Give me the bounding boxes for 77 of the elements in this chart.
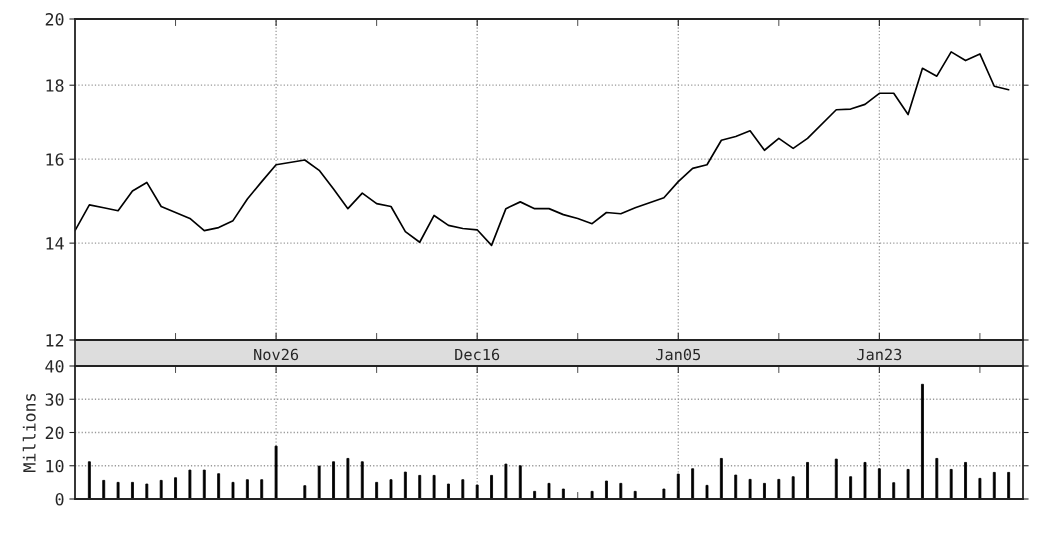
bar — [504, 463, 508, 499]
y-tick-label: 16 — [46, 153, 64, 166]
x-tick-label: Dec16 — [455, 348, 500, 361]
bar — [518, 465, 522, 499]
bar — [763, 482, 766, 499]
bar — [1007, 471, 1011, 499]
bar — [964, 462, 967, 499]
bar — [719, 458, 723, 499]
bar — [116, 481, 120, 499]
y-tick-label: 20 — [45, 13, 64, 26]
bar — [547, 482, 551, 499]
y-tick-label: 14 — [46, 237, 64, 250]
bar — [447, 483, 450, 499]
bar — [475, 484, 479, 499]
bar — [691, 468, 695, 499]
bar — [605, 480, 608, 499]
bar — [863, 462, 867, 499]
bar — [145, 483, 149, 499]
bar — [418, 474, 422, 499]
bar — [389, 479, 393, 499]
x-tick-label: Jan05 — [656, 348, 701, 361]
bar — [432, 474, 436, 499]
y-axis-title: Millions — [22, 394, 36, 472]
bar — [949, 468, 953, 499]
bar — [849, 476, 853, 499]
bar — [533, 490, 537, 499]
bar — [561, 488, 565, 499]
bar — [231, 481, 235, 499]
bar — [892, 482, 896, 499]
line-series — [75, 51, 1010, 247]
bar — [375, 481, 379, 499]
bar — [978, 477, 982, 499]
bar — [806, 462, 809, 499]
y-tick-label: 12 — [46, 334, 64, 347]
bar — [217, 473, 221, 499]
bar — [202, 469, 206, 499]
bar — [461, 479, 465, 499]
bar — [935, 458, 939, 499]
bar — [590, 490, 594, 499]
bar — [245, 479, 249, 499]
bar — [777, 478, 781, 499]
bar — [791, 476, 795, 499]
bar — [360, 461, 364, 499]
bar — [490, 474, 493, 499]
bar — [748, 478, 752, 499]
y-tick-label: 20 — [45, 426, 64, 440]
bar — [274, 445, 278, 499]
bar — [317, 465, 321, 499]
bar — [734, 474, 738, 499]
bar — [834, 458, 838, 499]
x-tick-label: Jan23 — [857, 348, 902, 361]
bar — [102, 479, 106, 499]
bar — [174, 477, 177, 499]
bar — [877, 468, 881, 499]
y-tick-label: 18 — [46, 79, 64, 92]
bar — [87, 461, 91, 499]
bar — [921, 383, 924, 499]
bar — [303, 485, 307, 499]
bar — [906, 468, 910, 499]
bar — [619, 482, 623, 499]
y-tick-label: 40 — [45, 360, 64, 373]
bar — [992, 471, 996, 499]
bar — [633, 490, 637, 499]
bar — [159, 479, 163, 499]
y-tick-label: 30 — [45, 393, 64, 406]
bar — [403, 471, 407, 499]
bar — [705, 484, 709, 499]
bar — [676, 473, 680, 499]
bar — [662, 488, 666, 499]
bar — [131, 481, 134, 499]
bar — [260, 479, 264, 499]
bar — [188, 469, 192, 499]
x-tick-label: Nov26 — [254, 348, 299, 361]
bar — [346, 458, 350, 499]
y-tick-label: 0 — [55, 493, 64, 506]
y-tick-label: 10 — [46, 459, 64, 473]
bar — [332, 461, 335, 499]
